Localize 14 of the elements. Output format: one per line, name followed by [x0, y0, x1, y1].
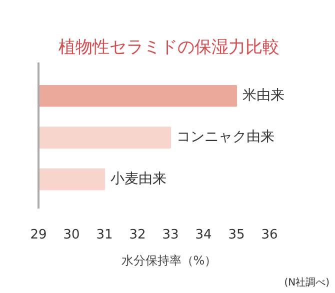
x-tick-label: 33	[162, 228, 179, 242]
x-tick-label: 32	[129, 228, 146, 242]
text: (N社調べ)	[284, 276, 330, 288]
x-axis-title: 水分保持率（%）	[121, 254, 217, 268]
y-tick-label: 米由来	[242, 87, 284, 104]
y-tick-label: 小麦由来	[110, 170, 166, 187]
x-tick-label: 29	[30, 228, 47, 242]
y-tick-label: コンニャク由来	[176, 129, 274, 146]
x-tick-label: 34	[195, 228, 212, 242]
x-tick-label: 35	[228, 228, 245, 242]
x-tick-label: 31	[96, 228, 113, 242]
chart-title: 植物性セラミドの保湿力比較	[58, 38, 280, 58]
x-tick-label: 36	[261, 228, 278, 242]
x-tick-label: 30	[63, 228, 80, 242]
